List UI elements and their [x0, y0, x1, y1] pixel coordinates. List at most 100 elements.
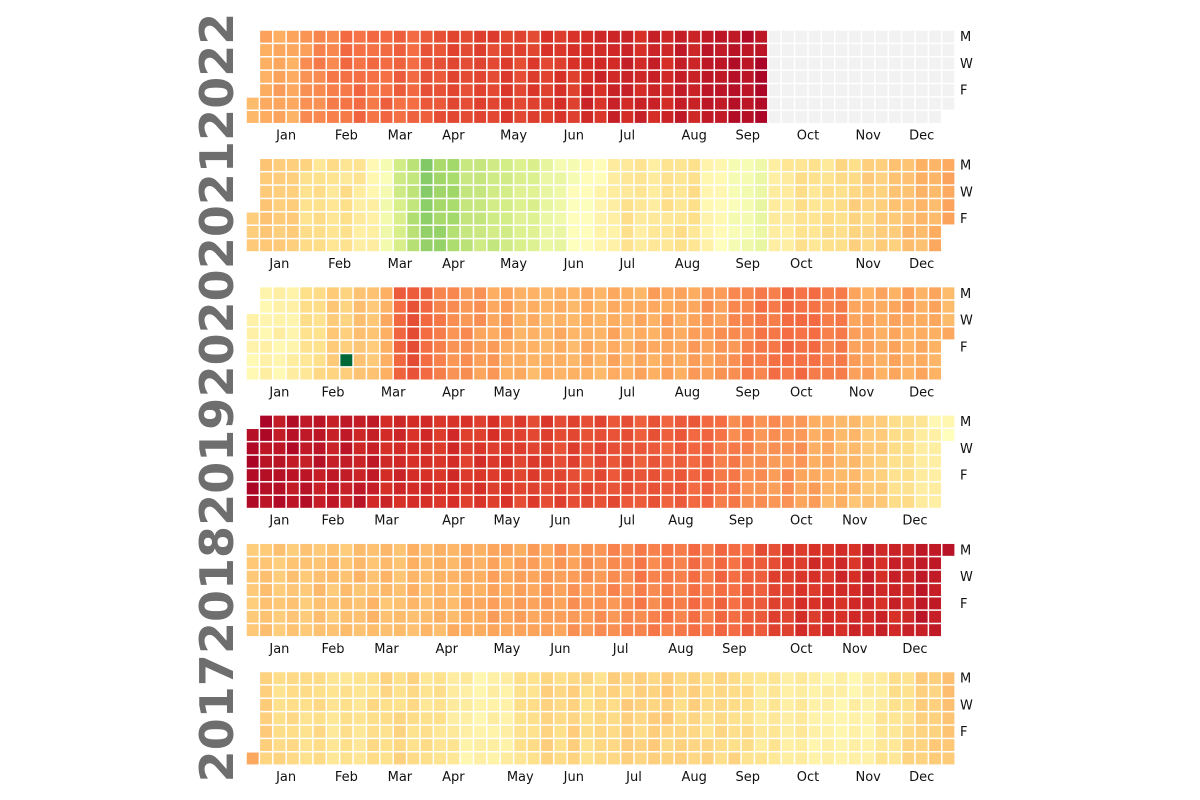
- day-cell: [754, 738, 768, 752]
- month-label: Sep: [736, 385, 761, 400]
- day-cell: [272, 185, 287, 199]
- day-cell: [794, 468, 809, 482]
- day-cell: [727, 340, 742, 354]
- day-cell: [741, 454, 755, 469]
- day-cell: [326, 83, 340, 97]
- day-cell: [486, 70, 501, 84]
- day-cell: [379, 286, 394, 301]
- day-cell: [352, 495, 367, 509]
- day-cell: [700, 56, 715, 71]
- day-cell: [861, 326, 875, 341]
- day-cell: [513, 684, 528, 699]
- day-cell: [526, 158, 541, 172]
- day-cell: [286, 414, 300, 429]
- day-cell: [687, 29, 701, 44]
- day-cell: [486, 481, 501, 496]
- year-panel-2019: Jan Feb Mar Apr May Jun Jul Aug Sep Oct Nov DecMWF2…: [190, 398, 973, 529]
- day-cell: [888, 96, 902, 111]
- day-cell: [286, 96, 300, 111]
- day-cell: [580, 711, 594, 726]
- day-cell: [473, 623, 487, 637]
- day-cell: [339, 43, 354, 57]
- day-cell: [901, 441, 916, 456]
- day-cell: [379, 454, 394, 469]
- day-cell: [326, 623, 340, 637]
- day-cell: [366, 414, 380, 429]
- day-cell: [500, 623, 514, 637]
- day-cell: [460, 225, 474, 239]
- day-cell: [433, 596, 447, 611]
- day-cell: [393, 211, 407, 226]
- day-cell: [754, 671, 768, 685]
- day-cell: [393, 43, 407, 57]
- day-cell: [580, 56, 594, 71]
- day-cell: [727, 711, 742, 726]
- day-cell: [821, 299, 835, 314]
- day-cell: [460, 569, 474, 584]
- day-cell: [620, 543, 635, 557]
- day-cell: [647, 684, 661, 699]
- day-cell: [928, 56, 942, 71]
- day-cell: [821, 83, 835, 97]
- day-cell: [754, 454, 768, 469]
- year-label: 2022: [190, 13, 244, 141]
- day-cell: [901, 238, 916, 253]
- day-cell: [714, 340, 728, 354]
- day-cell: [433, 313, 447, 327]
- day-cell: [861, 225, 875, 239]
- day-cell: [339, 495, 354, 509]
- day-cell: [714, 414, 728, 429]
- month-label: May: [493, 514, 520, 529]
- day-cell: [259, 751, 273, 766]
- day-cell: [460, 698, 474, 712]
- day-cell: [848, 299, 862, 314]
- day-cell: [500, 711, 514, 726]
- day-cell: [473, 671, 487, 685]
- day-cell: [633, 211, 648, 226]
- day-cell: [299, 29, 313, 44]
- day-cell: [567, 414, 581, 429]
- day-cell: [553, 353, 568, 367]
- day-cell: [674, 225, 688, 239]
- day-cell: [767, 70, 782, 84]
- day-cell: [580, 556, 594, 571]
- day-cell: [821, 428, 835, 442]
- day-cell: [754, 185, 768, 199]
- day-cell: [366, 70, 380, 84]
- day-cell: [767, 414, 782, 429]
- day-cell: [794, 313, 809, 327]
- day-cell: [433, 481, 447, 496]
- day-cell: [460, 596, 474, 611]
- day-cell: [741, 366, 755, 381]
- day-cell: [767, 299, 782, 314]
- day-cell: [540, 238, 554, 253]
- day-cell: [299, 56, 313, 71]
- day-cell: [580, 171, 594, 186]
- day-cell: [767, 43, 782, 57]
- day-cell: [848, 171, 862, 186]
- day-cell: [647, 286, 661, 301]
- day-cell: [419, 428, 434, 442]
- day-cell: [607, 70, 621, 84]
- day-cell: [794, 428, 809, 442]
- day-cell: [272, 83, 287, 97]
- day-cell: [433, 610, 447, 624]
- day-cell: [660, 313, 675, 327]
- day-cell: [245, 211, 260, 226]
- day-cell: [727, 43, 742, 57]
- day-cell: [419, 495, 434, 509]
- day-cell: [379, 414, 394, 429]
- day-cell: [513, 610, 528, 624]
- day-cell: [727, 29, 742, 44]
- day-cell: [874, 185, 889, 199]
- day-cell: [272, 738, 287, 752]
- day-cell: [593, 286, 608, 301]
- day-cell: [473, 684, 487, 699]
- day-cell: [393, 56, 407, 71]
- day-cell: [366, 299, 380, 314]
- day-cell: [633, 70, 648, 84]
- day-cell: [500, 238, 514, 253]
- day-cell: [834, 684, 849, 699]
- day-cell: [312, 428, 327, 442]
- day-cell: [727, 326, 742, 341]
